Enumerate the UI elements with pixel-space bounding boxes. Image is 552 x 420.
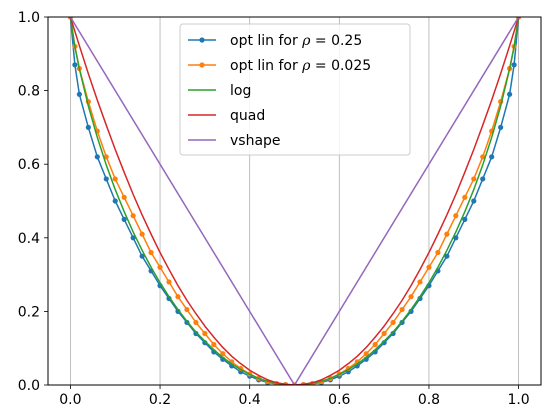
- series-1-point-8: [130, 213, 136, 219]
- series-0-point-4: [94, 154, 100, 160]
- legend-label-1: opt lin for ρ = 0.025: [230, 58, 371, 74]
- series-0-point-16: [202, 340, 208, 346]
- x-tick-label-3: 0.6: [328, 392, 350, 408]
- x-tick-label-1: 0.2: [149, 392, 171, 408]
- y-tick-label-2: 0.4: [18, 231, 40, 247]
- series-1-point-16: [202, 330, 208, 337]
- series-0-point-46: [471, 198, 477, 204]
- series-0-point-47: [480, 176, 486, 182]
- series-line-0: [69, 17, 520, 385]
- series-1-point-14: [184, 306, 190, 313]
- legend: opt lin for ρ = 0.25 opt lin for ρ = 0.02…: [179, 23, 411, 156]
- legend-marker-0: [199, 37, 205, 43]
- x-tick-label-2: 0.4: [239, 392, 261, 408]
- series-1-point-37: [390, 319, 396, 326]
- legend-label-4: vshape: [230, 133, 281, 149]
- series-0-point-15: [193, 330, 199, 337]
- plot-area: [67, 17, 522, 385]
- series-1-point-15: [193, 319, 199, 326]
- series-0-point-37: [390, 330, 396, 337]
- series-0-point-9: [139, 253, 145, 259]
- series-1-point-40: [417, 279, 423, 285]
- series-1-point-10: [148, 249, 154, 256]
- y-tick-label-0: 0.0: [18, 378, 40, 394]
- series-line-2: [69, 17, 520, 385]
- series-line-1: [69, 17, 520, 385]
- series-1-point-44: [453, 213, 459, 219]
- series-0-point-1: [72, 62, 78, 68]
- series-1-point-6: [112, 176, 118, 182]
- series-0-point-3: [85, 124, 91, 130]
- series-0-point-5: [103, 176, 109, 182]
- y-tick-label-4: 0.8: [18, 84, 40, 100]
- legend-marker-1: [199, 62, 205, 68]
- series-0-point-51: [511, 62, 517, 68]
- series-1-point-9: [139, 231, 145, 237]
- series-0-point-49: [498, 124, 504, 130]
- x-axis-ticks: 0.0 0.2 0.4 0.6 0.8 1.0: [59, 385, 530, 408]
- y-tick-label-3: 0.6: [18, 157, 40, 173]
- series-1-point-34: [363, 351, 369, 357]
- series-1-point-7: [121, 194, 127, 200]
- series-1-point-11: [157, 264, 163, 270]
- series-0-point-50: [507, 91, 513, 97]
- series-line-4: [69, 17, 520, 385]
- series-1-point-45: [462, 194, 468, 200]
- legend-label-0: opt lin for ρ = 0.25: [230, 33, 362, 49]
- series-0-point-8: [130, 235, 136, 241]
- series-1-point-36: [381, 330, 387, 337]
- legend-box: [179, 23, 411, 156]
- legend-label-3: quad: [230, 108, 265, 124]
- series-1-point-42: [435, 249, 441, 256]
- series-1-point-13: [175, 294, 181, 300]
- series-1-point-47: [480, 154, 486, 160]
- axes-frame: [47, 16, 542, 386]
- series-1-point-12: [166, 279, 172, 285]
- x-tick-label-5: 1.0: [507, 392, 529, 408]
- y-tick-label-5: 1.0: [18, 10, 40, 26]
- series-0-point-48: [489, 154, 495, 160]
- y-axis-ticks: 0.0 0.2 0.4 0.6 0.8 1.0: [18, 10, 48, 394]
- series-0-point-6: [112, 198, 118, 204]
- series-0-point-2: [76, 91, 82, 97]
- x-tick-label-4: 0.8: [418, 392, 440, 408]
- series-1-point-18: [220, 351, 226, 357]
- series-line-3: [69, 17, 520, 385]
- series-1-point-41: [426, 264, 432, 270]
- series-1-point-46: [471, 176, 477, 182]
- series-1-point-5: [103, 154, 109, 160]
- series-0-point-7: [121, 216, 127, 222]
- series-0-point-44: [453, 235, 459, 241]
- series-0-point-36: [381, 340, 387, 346]
- series-1-point-39: [408, 294, 414, 300]
- legend-label-2: log: [230, 83, 251, 99]
- x-tick-label-0: 0.0: [59, 392, 81, 408]
- series-0-point-45: [462, 216, 468, 222]
- series-1-point-17: [211, 341, 217, 348]
- y-tick-label-1: 0.2: [18, 304, 40, 320]
- series-1-point-35: [372, 341, 378, 348]
- series-0-point-43: [444, 253, 450, 259]
- series-1-point-38: [399, 306, 405, 313]
- series-1-point-43: [444, 231, 450, 237]
